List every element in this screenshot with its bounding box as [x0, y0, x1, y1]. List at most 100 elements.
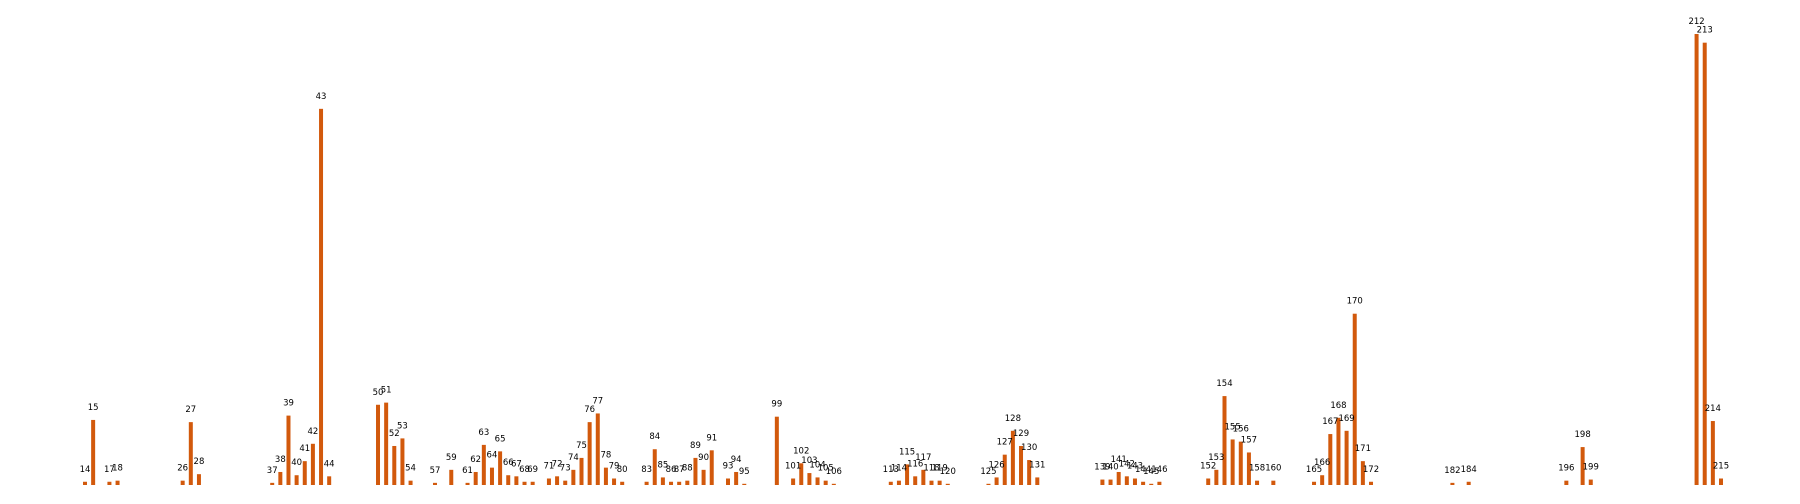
bar-label-69: 69	[527, 465, 538, 475]
bar-62	[473, 471, 478, 485]
bar-167	[1328, 434, 1333, 485]
bar-label-85: 85	[657, 460, 668, 470]
bar-119	[937, 480, 942, 485]
bar-label-166: 166	[1314, 458, 1330, 468]
bar-172	[1369, 481, 1374, 485]
bar-145	[1149, 483, 1154, 485]
bar-140	[1108, 479, 1113, 485]
bar-169	[1344, 430, 1349, 485]
bar-105	[823, 480, 828, 485]
bar-113	[888, 481, 893, 485]
bar-75	[579, 457, 584, 485]
bar-label-66: 66	[503, 458, 514, 468]
bar-41	[302, 461, 307, 485]
bar-139	[1100, 479, 1105, 485]
bar-67	[514, 476, 519, 485]
bar-label-153: 153	[1208, 453, 1224, 463]
bar-label-118: 118	[923, 464, 939, 474]
bar-141	[1116, 471, 1121, 485]
bar-label-105: 105	[818, 464, 834, 474]
bar-87	[677, 481, 682, 485]
bar-label-168: 168	[1330, 401, 1346, 411]
bar-66	[506, 475, 511, 485]
bar-label-126: 126	[988, 460, 1004, 470]
bar-label-113: 113	[883, 465, 899, 475]
bar-label-54: 54	[405, 464, 416, 474]
bar-label-167: 167	[1322, 417, 1338, 427]
bar-label-144: 144	[1135, 465, 1151, 475]
bar-128	[1010, 430, 1015, 485]
bar-88	[685, 480, 690, 485]
bar-label-214: 214	[1705, 404, 1721, 414]
bar-68	[522, 481, 527, 485]
bar-120	[945, 483, 950, 485]
bar-118	[929, 480, 934, 485]
bar-label-62: 62	[470, 455, 481, 465]
bar-label-142: 142	[1119, 459, 1135, 469]
bar-label-57: 57	[430, 466, 441, 476]
bar-label-84: 84	[649, 432, 660, 442]
bar-label-59: 59	[446, 453, 457, 463]
bar-182	[1450, 482, 1455, 485]
bar-156	[1238, 441, 1243, 485]
bar-label-89: 89	[690, 441, 701, 451]
bar-label-127: 127	[997, 438, 1013, 448]
bar-27	[188, 422, 193, 485]
bar-label-50: 50	[373, 388, 384, 398]
bar-93	[726, 478, 730, 485]
bar-label-76: 76	[584, 405, 595, 415]
bar-label-156: 156	[1233, 425, 1249, 435]
bar-215	[1719, 478, 1723, 485]
bar-label-215: 215	[1713, 462, 1729, 472]
bar-label-83: 83	[641, 465, 652, 475]
bar-label-80: 80	[617, 465, 628, 475]
bar-144	[1141, 481, 1146, 485]
bar-label-143: 143	[1127, 462, 1143, 472]
bar-label-184: 184	[1461, 465, 1477, 475]
bar-label-103: 103	[801, 456, 817, 466]
bar-166	[1320, 475, 1325, 485]
bar-89	[693, 457, 698, 485]
bar-37	[270, 482, 275, 485]
bar-117	[921, 469, 926, 485]
bar-165	[1312, 481, 1317, 485]
bar-label-145: 145	[1143, 467, 1159, 477]
bar-102	[799, 463, 804, 485]
bar-label-171: 171	[1355, 444, 1371, 454]
bar-160	[1271, 480, 1276, 485]
bar-label-140: 140	[1102, 463, 1118, 473]
bar-130	[1027, 460, 1032, 485]
bar-90	[701, 469, 706, 485]
bar-label-64: 64	[487, 451, 498, 461]
bar-label-42: 42	[307, 427, 318, 437]
bar-label-146: 146	[1151, 465, 1167, 475]
bar-label-27: 27	[185, 405, 196, 415]
bar-73	[563, 480, 568, 485]
bar-label-74: 74	[568, 453, 579, 463]
bar-label-101: 101	[785, 462, 801, 472]
bar-label-44: 44	[324, 459, 335, 469]
bar-label-53: 53	[397, 421, 408, 431]
bar-71	[546, 478, 551, 485]
bar-76	[587, 422, 592, 485]
bar-label-115: 115	[899, 447, 915, 457]
bar-153	[1214, 469, 1219, 485]
bar-116	[913, 476, 918, 485]
bar-146	[1157, 481, 1162, 485]
bar-103	[807, 473, 812, 485]
bar-label-26: 26	[177, 464, 188, 474]
bars-layer	[83, 34, 1723, 486]
bar-43	[319, 108, 324, 485]
bar-214	[1710, 421, 1715, 485]
bar-label-41: 41	[299, 444, 310, 454]
bar-label-125: 125	[980, 467, 996, 477]
bar-69	[530, 481, 535, 485]
bar-14	[83, 481, 87, 485]
bar-18	[115, 480, 120, 485]
bar-label-154: 154	[1216, 379, 1232, 389]
bar-label-67: 67	[511, 459, 522, 469]
bar-127	[1002, 454, 1007, 485]
bar-85	[660, 477, 665, 485]
bar-label-169: 169	[1338, 414, 1354, 424]
bar-label-165: 165	[1306, 465, 1322, 475]
